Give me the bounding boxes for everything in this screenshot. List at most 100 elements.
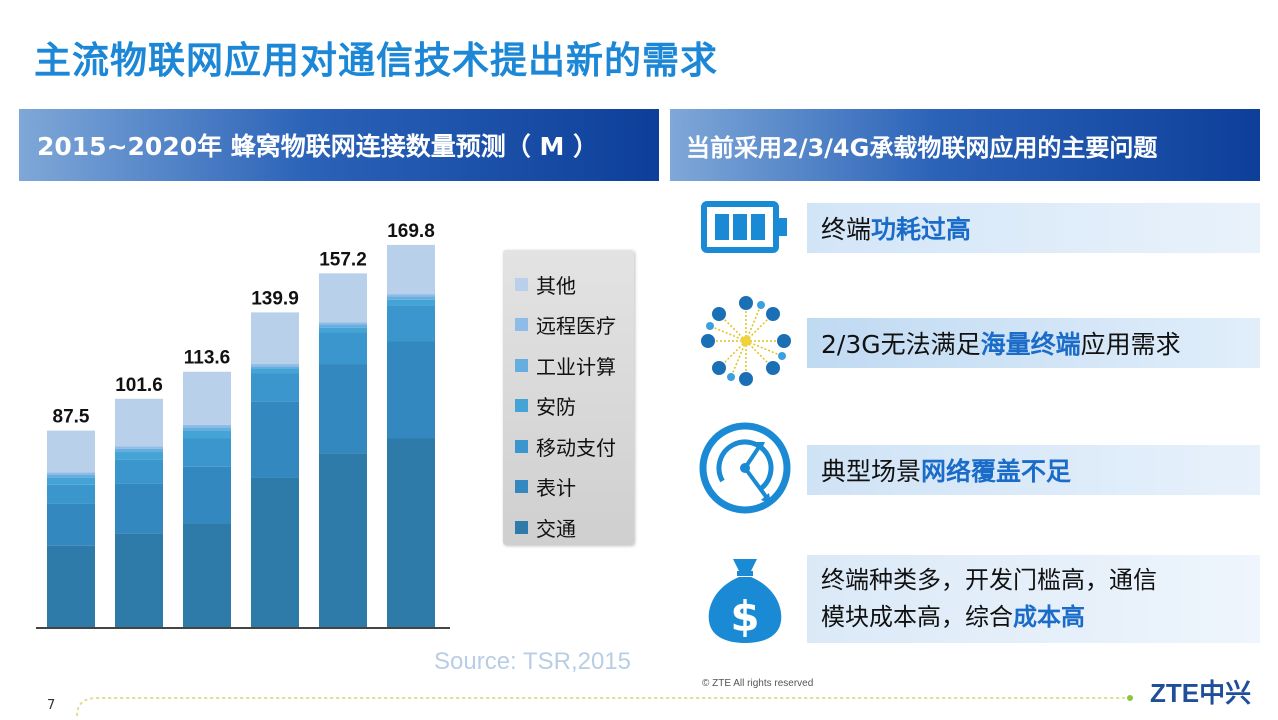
money-bag-icon: $	[708, 559, 782, 643]
bar-total-label-2019: 157.2	[319, 249, 367, 270]
issue-massive-terminals: 2/3G无法满足 海量终端 应用需求	[807, 318, 1260, 368]
legend-swatch	[515, 399, 528, 413]
issue-text: 模块成本高，综合	[821, 603, 1013, 631]
issue-text: 终端	[821, 215, 872, 244]
bar-segment-2016-3	[115, 452, 163, 460]
bar-segment-2020-0	[387, 438, 435, 628]
bar-segment-2018-4	[251, 366, 299, 369]
issue-highlight: 海量终端	[980, 330, 1081, 359]
issue-text: 2/3G无法满足	[821, 330, 981, 359]
issue-highlight: 功耗过高	[871, 215, 972, 244]
bar-segment-2016-0	[115, 533, 163, 628]
bar-segment-2018-6	[251, 312, 299, 365]
source-note: Source: TSR,2015	[434, 648, 632, 675]
legend-swatch	[515, 358, 528, 372]
legend-swatch	[515, 480, 528, 494]
issue-line-1: 终端种类多，开发门槛高，通信	[821, 566, 1157, 594]
bar-segment-2020-2	[387, 305, 435, 342]
bar-segment-2019-0	[319, 453, 367, 628]
chart-legend: 其他 远程医疗 工业计算 安防 移动支付 表计 交通	[503, 250, 634, 545]
legend-label: 安防	[536, 395, 576, 420]
bar-segment-2015-3	[47, 477, 95, 485]
footer-line	[76, 695, 1133, 716]
bar-segment-2017-1	[183, 466, 231, 524]
bar-total-label-2020: 169.8	[387, 221, 435, 242]
legend-swatch	[515, 318, 528, 332]
copyright: © ZTE All rights reserved	[702, 678, 814, 689]
issue-cost-text: 终端种类多，开发门槛高，通信 模块成本高，综合成本高	[821, 562, 1157, 636]
issues-header: 当前采用2/3/4G承载物联网应用的主要问题	[670, 109, 1260, 181]
legend-item-telemedicine: 远程医疗	[515, 305, 634, 346]
bar-segment-2015-6	[47, 430, 95, 473]
issue-power-consumption: 终端 功耗过高	[807, 203, 1260, 253]
zte-logo: ZTE中兴	[1150, 678, 1252, 708]
bar-segment-2015-2	[47, 484, 95, 504]
bar-segment-2018-2	[251, 373, 299, 402]
coverage-gauge-icon	[699, 422, 791, 514]
bar-segment-2017-5	[183, 424, 231, 428]
bar-segment-2015-1	[47, 503, 95, 546]
bar-total-label-2016: 101.6	[115, 375, 163, 396]
bar-segment-2016-4	[115, 448, 163, 453]
bar-segment-2019-4	[319, 324, 367, 328]
bar-segment-2018-3	[251, 368, 299, 374]
bar-segment-2020-4	[387, 296, 435, 300]
legend-item-mobile-payment: 移动支付	[515, 426, 634, 467]
bar-total-label-2018: 139.9	[251, 288, 299, 309]
bar-segment-2019-6	[319, 273, 367, 323]
legend-swatch	[515, 520, 528, 534]
bar-segment-2020-6	[387, 244, 435, 295]
network-hub-icon	[701, 296, 791, 386]
bar-segment-2016-2	[115, 459, 163, 484]
bar-total-label-2017: 113.6	[184, 348, 231, 369]
legend-label: 远程医疗	[536, 314, 616, 339]
bar-segment-2015-0	[47, 545, 95, 628]
issue-highlight: 网络覆盖不足	[921, 457, 1072, 486]
bar-segment-2019-2	[319, 332, 367, 365]
issue-text-tail: 应用需求	[1080, 330, 1181, 359]
page-number: 7	[47, 698, 56, 713]
bar-segment-2017-0	[183, 523, 231, 628]
bar-segment-2017-4	[183, 427, 231, 431]
bar-segment-2019-3	[319, 327, 367, 333]
legend-label: 表计	[536, 476, 576, 501]
legend-item-industrial: 工业计算	[515, 345, 634, 386]
bar-total-label-2015: 87.5	[53, 407, 90, 428]
legend-item-metering: 表计	[515, 467, 634, 508]
page-title: 主流物联网应用对通信技术提出新的需求	[34, 39, 718, 82]
bar-segment-2018-0	[251, 477, 299, 628]
bar-segment-2017-2	[183, 438, 231, 467]
chart-header: 2015~2020年 蜂窝物联网连接数量预测（ M ）	[19, 109, 659, 181]
bar-segment-2017-3	[183, 430, 231, 439]
connections-bar-chart: 87.5 101.6 113.6 139.9 157.2 169.8	[36, 221, 450, 629]
bar-segment-2020-1	[387, 341, 435, 439]
bar-segment-2018-1	[251, 401, 299, 478]
bar-segment-2017-6	[183, 371, 231, 425]
legend-label: 工业计算	[536, 354, 616, 379]
legend-label: 交通	[536, 516, 576, 541]
legend-label: 移动支付	[536, 435, 616, 460]
legend-item-security: 安防	[515, 386, 634, 427]
bar-segment-2016-6	[115, 398, 163, 447]
legend-swatch	[515, 277, 528, 291]
legend-swatch	[515, 439, 528, 453]
bar-segment-2019-1	[319, 364, 367, 454]
bar-segment-2016-5	[115, 446, 163, 449]
bar-segment-2015-4	[47, 474, 95, 478]
bar-segment-2020-3	[387, 299, 435, 306]
legend-item-transport: 交通	[515, 507, 634, 548]
bar-segment-2015-5	[47, 472, 95, 475]
issue-cost: 终端种类多，开发门槛高，通信 模块成本高，综合成本高	[807, 555, 1260, 643]
battery-icon	[701, 201, 787, 253]
issue-highlight: 成本高	[1013, 603, 1085, 631]
bar-segment-2019-5	[319, 322, 367, 325]
legend-label: 其他	[536, 273, 576, 298]
svg-text:$: $	[730, 592, 759, 641]
issue-text: 典型场景	[821, 457, 922, 486]
bar-segment-2020-5	[387, 294, 435, 297]
bar-segment-2018-5	[251, 364, 299, 367]
issue-line-2: 模块成本高，综合成本高	[821, 599, 1157, 636]
legend-item-other: 其他	[515, 264, 634, 305]
bar-segment-2016-1	[115, 483, 163, 534]
issue-coverage: 典型场景 网络覆盖不足	[807, 445, 1260, 495]
